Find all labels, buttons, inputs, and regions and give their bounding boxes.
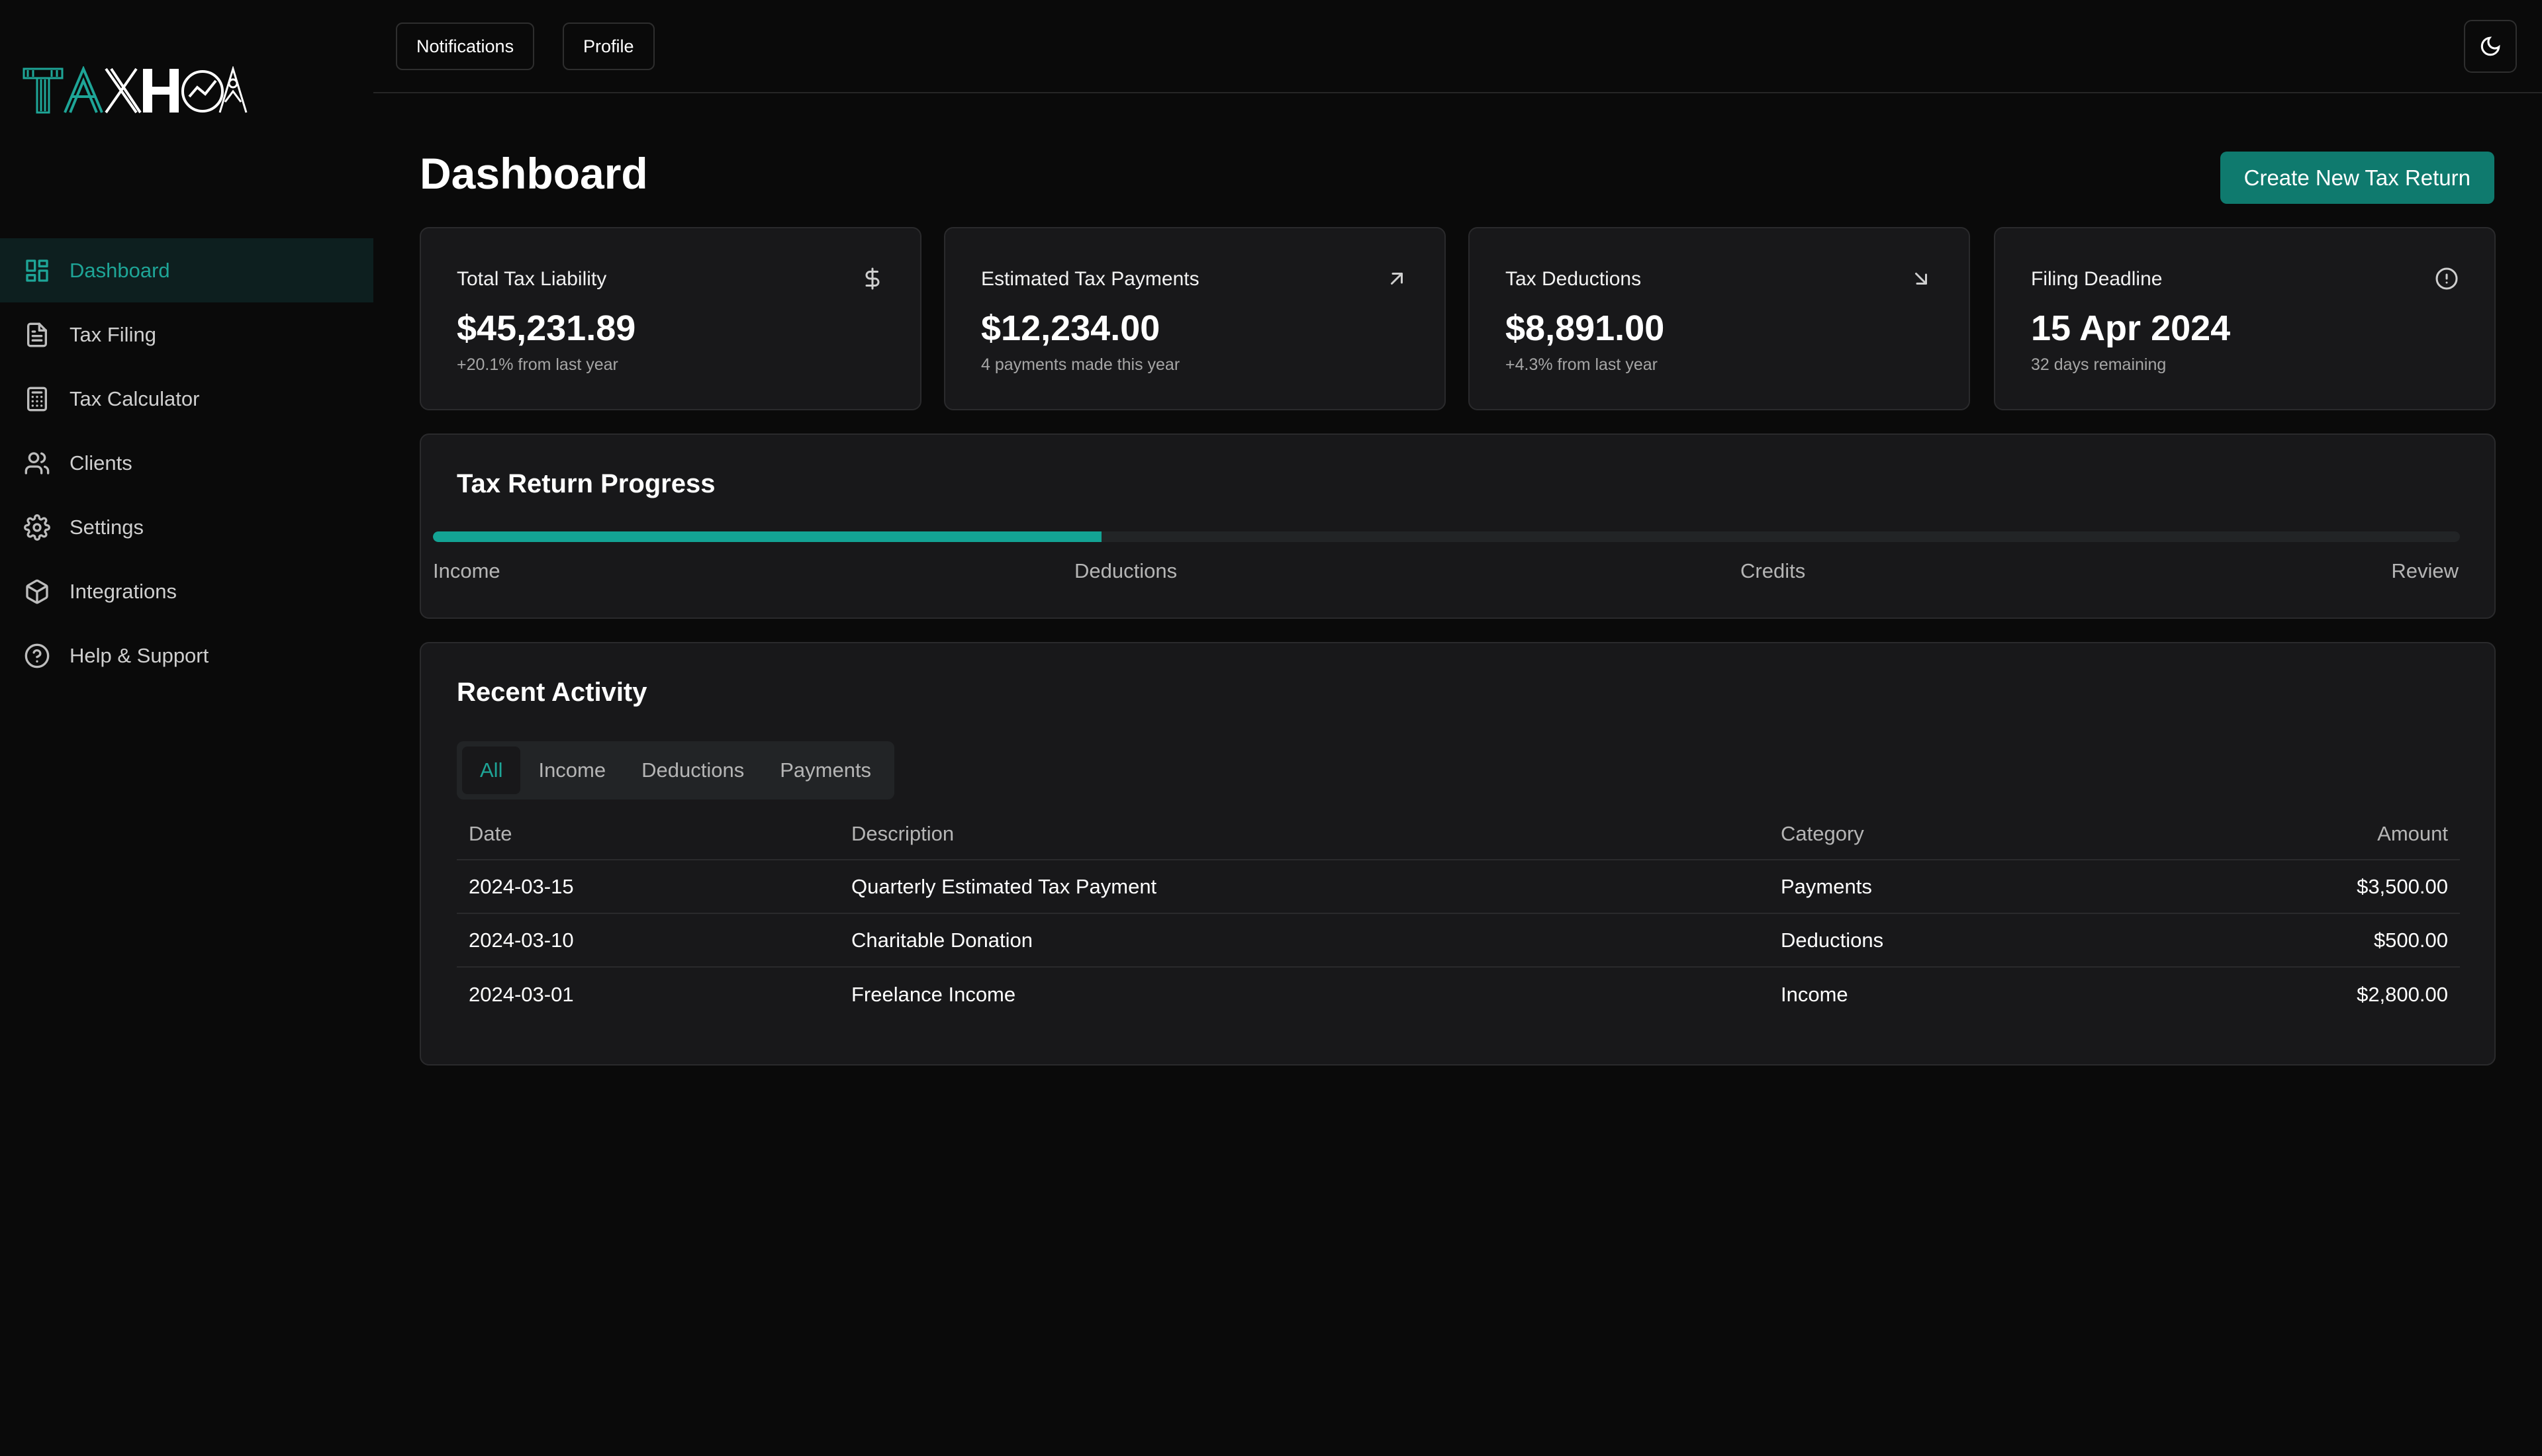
progress-bar-fill (433, 531, 1102, 542)
cell-category: Deductions (1781, 928, 1884, 952)
theme-toggle-button[interactable] (2464, 20, 2517, 73)
progress-step-credits: Credits (1740, 559, 1806, 582)
alert-circle-icon (2435, 267, 2459, 291)
recent-activity-card: Recent Activity All Income Deductions Pa… (420, 642, 2496, 1066)
stat-card-tax-deductions: Tax Deductions $8,891.00 +4.3% from last… (1468, 227, 1970, 410)
sidebar: Dashboard Tax Filing Tax Calculator Clie… (0, 0, 373, 1456)
dashboard-icon (23, 256, 52, 285)
stat-subtext: +4.3% from last year (1505, 355, 1658, 374)
users-icon (23, 449, 52, 478)
stat-card-estimated-tax-payments: Estimated Tax Payments $12,234.00 4 paym… (944, 227, 1446, 410)
top-header: Notifications Profile (373, 0, 2542, 93)
sidebar-item-label: Tax Filing (70, 322, 156, 346)
cell-amount: $500.00 (2373, 928, 2448, 952)
progress-step-deductions: Deductions (1074, 559, 1178, 582)
sidebar-item-label: Tax Calculator (70, 387, 200, 410)
column-header-date: Date (469, 822, 512, 845)
sidebar-item-clients[interactable]: Clients (0, 431, 373, 495)
cell-amount: $3,500.00 (2357, 874, 2448, 898)
stat-subtext: +20.1% from last year (457, 355, 618, 374)
column-header-category: Category (1781, 822, 1864, 845)
progress-step-review: Review (2391, 559, 2459, 582)
arrow-down-right-icon (1909, 267, 1933, 291)
table-row[interactable]: 2024-03-10 Charitable Donation Deduction… (457, 914, 2460, 968)
cell-date: 2024-03-01 (469, 982, 574, 1006)
activity-table: Date Description Category Amount 2024-03… (457, 809, 2460, 1021)
dollar-icon (861, 267, 884, 291)
recent-activity-title: Recent Activity (457, 678, 647, 707)
sidebar-item-label: Help & Support (70, 643, 209, 667)
sidebar-item-label: Dashboard (70, 258, 170, 282)
table-header-row: Date Description Category Amount (457, 809, 2460, 860)
tab-deductions[interactable]: Deductions (641, 758, 745, 782)
stat-title: Total Tax Liability (457, 268, 607, 290)
sidebar-nav: Dashboard Tax Filing Tax Calculator Clie… (0, 238, 373, 688)
moon-icon (2479, 35, 2502, 58)
stat-title: Filing Deadline (2031, 268, 2163, 290)
progress-step-income: Income (433, 559, 500, 582)
column-header-description: Description (851, 822, 955, 845)
profile-button[interactable]: Profile (563, 23, 655, 70)
help-circle-icon (23, 641, 52, 670)
stat-value: $8,891.00 (1505, 308, 1665, 348)
cell-category: Income (1781, 982, 1848, 1006)
notifications-button[interactable]: Notifications (396, 23, 535, 70)
progress-bar (433, 531, 2460, 542)
sidebar-item-label: Integrations (70, 579, 177, 603)
sidebar-item-label: Clients (70, 451, 132, 475)
cell-description: Freelance Income (851, 982, 1016, 1006)
sidebar-item-integrations[interactable]: Integrations (0, 559, 373, 623)
sidebar-item-tax-filing[interactable]: Tax Filing (0, 302, 373, 367)
cell-category: Payments (1781, 874, 1872, 898)
stat-card-total-tax-liability: Total Tax Liability $45,231.89 +20.1% fr… (420, 227, 921, 410)
stat-value: $45,231.89 (457, 308, 636, 348)
progress-title: Tax Return Progress (457, 469, 716, 498)
activity-tabs: All Income Deductions Payments (457, 741, 895, 799)
sidebar-item-label: Settings (70, 515, 144, 539)
file-text-icon (23, 320, 52, 349)
stat-title: Estimated Tax Payments (981, 268, 1200, 290)
stat-subtext: 4 payments made this year (981, 355, 1180, 374)
stat-card-filing-deadline: Filing Deadline 15 Apr 2024 32 days rema… (1994, 227, 2496, 410)
tax-return-progress-card: Tax Return Progress Income Deductions Cr… (420, 433, 2496, 619)
cell-date: 2024-03-10 (469, 928, 574, 952)
table-row[interactable]: 2024-03-15 Quarterly Estimated Tax Payme… (457, 860, 2460, 914)
stat-title: Tax Deductions (1505, 268, 1642, 290)
sidebar-item-dashboard[interactable]: Dashboard (0, 238, 373, 302)
cell-amount: $2,800.00 (2357, 982, 2448, 1006)
taxhoa-logo[interactable] (23, 65, 248, 115)
calculator-icon (23, 385, 52, 414)
gear-icon (23, 513, 52, 542)
sidebar-item-tax-calculator[interactable]: Tax Calculator (0, 367, 373, 431)
stat-value: 15 Apr 2024 (2031, 308, 2231, 348)
tab-income[interactable]: Income (538, 758, 606, 782)
sidebar-item-help-support[interactable]: Help & Support (0, 623, 373, 688)
cell-description: Charitable Donation (851, 928, 1033, 952)
arrow-up-right-icon (1385, 267, 1409, 291)
stat-subtext: 32 days remaining (2031, 355, 2167, 374)
sidebar-item-settings[interactable]: Settings (0, 495, 373, 559)
cell-description: Quarterly Estimated Tax Payment (851, 874, 1157, 898)
table-row[interactable]: 2024-03-01 Freelance Income Income $2,80… (457, 968, 2460, 1021)
tab-all[interactable]: All (462, 747, 521, 794)
column-header-amount: Amount (2377, 822, 2448, 845)
tab-payments[interactable]: Payments (780, 758, 872, 782)
stat-value: $12,234.00 (981, 308, 1160, 348)
page-title: Dashboard (420, 149, 648, 198)
package-icon (23, 577, 52, 606)
cell-date: 2024-03-15 (469, 874, 574, 898)
create-new-tax-return-button[interactable]: Create New Tax Return (2220, 152, 2494, 204)
